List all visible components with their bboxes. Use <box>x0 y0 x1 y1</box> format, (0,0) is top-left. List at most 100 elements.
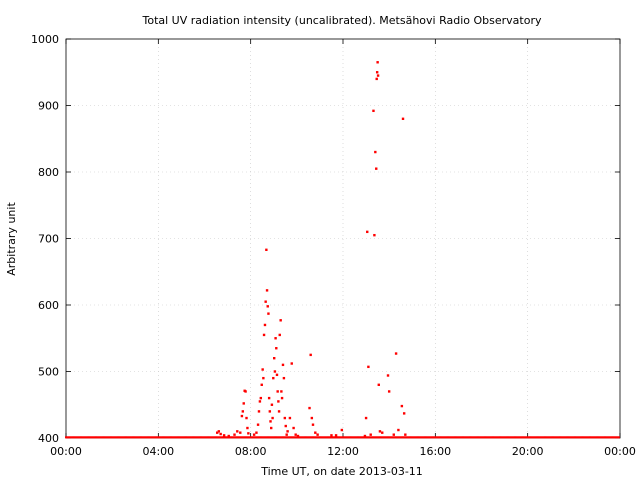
baseline-point <box>158 436 161 439</box>
data-point <box>402 412 406 415</box>
baseline-point <box>584 436 587 439</box>
data-point <box>239 431 242 434</box>
baseline-point <box>242 436 245 439</box>
baseline-point <box>505 436 508 439</box>
baseline-point <box>188 436 191 439</box>
y-axis-ticks: 400 500 600 700 800 900 1000 <box>31 33 620 445</box>
baseline-point <box>610 436 613 439</box>
baseline-point <box>419 436 422 439</box>
baseline-point <box>83 436 86 439</box>
baseline-point <box>91 436 94 439</box>
baseline-point <box>309 436 312 439</box>
baseline-point <box>313 436 316 439</box>
data-point <box>276 390 279 393</box>
baseline-point <box>500 436 503 439</box>
baseline-point <box>271 436 274 439</box>
chart-title: Total UV radiation intensity (uncalibrat… <box>142 14 542 27</box>
baseline-point <box>548 436 551 439</box>
baseline-point <box>470 436 473 439</box>
baseline-point <box>406 436 409 439</box>
baseline-point <box>260 436 263 439</box>
baseline-point <box>197 436 200 439</box>
baseline-point <box>358 436 361 439</box>
baseline-point <box>286 436 289 439</box>
data-point <box>227 434 230 438</box>
baseline-point <box>513 436 516 439</box>
baseline-point <box>254 436 257 439</box>
baseline-point <box>348 436 351 439</box>
baseline-point <box>269 436 272 439</box>
baseline-point <box>90 436 93 439</box>
baseline-point <box>502 436 505 439</box>
baseline-point <box>483 436 486 439</box>
baseline-point <box>554 436 557 439</box>
data-point <box>394 352 398 355</box>
data-point <box>273 370 277 373</box>
baseline-point <box>300 436 303 439</box>
baseline-point <box>408 436 411 439</box>
baseline-point <box>251 436 254 439</box>
baseline-point <box>78 436 81 439</box>
baseline-point <box>354 436 357 439</box>
baseline-point <box>433 436 436 439</box>
baseline-point <box>540 436 543 439</box>
data-point <box>275 347 278 350</box>
baseline-point <box>141 436 144 439</box>
baseline-point <box>435 436 438 439</box>
baseline-point <box>151 436 154 439</box>
baseline-point <box>410 436 413 439</box>
baseline-point <box>66 436 69 439</box>
baseline-point <box>407 436 410 439</box>
baseline-point <box>268 436 271 439</box>
data-point <box>261 368 264 371</box>
data-point <box>267 312 270 315</box>
baseline-point <box>292 436 295 439</box>
baseline-point <box>75 436 78 439</box>
baseline-point <box>118 436 121 439</box>
baseline-point <box>507 436 510 439</box>
baseline-point <box>351 436 354 439</box>
data-point <box>266 305 269 308</box>
data-point <box>376 74 380 77</box>
baseline-point <box>120 436 123 439</box>
baseline-point <box>101 436 104 439</box>
data-point <box>241 410 245 413</box>
baseline-point <box>105 436 108 439</box>
baseline-point <box>405 436 408 439</box>
baseline-point <box>129 436 132 439</box>
data-point <box>392 433 395 436</box>
baseline-point <box>545 436 548 439</box>
data-point <box>264 300 267 303</box>
baseline-point <box>382 436 385 439</box>
baseline-point <box>111 436 114 439</box>
baseline-point <box>74 436 77 439</box>
baseline-point <box>366 436 369 439</box>
baseline-point <box>320 436 323 439</box>
baseline-point <box>77 436 80 439</box>
baseline-point <box>258 436 261 439</box>
baseline-point <box>541 436 544 439</box>
baseline-point <box>542 436 545 439</box>
baseline-point <box>597 436 600 439</box>
baseline-point <box>221 436 224 439</box>
baseline-point <box>546 436 549 439</box>
baseline-point <box>190 436 193 439</box>
baseline-point <box>452 436 455 439</box>
baseline-point <box>323 436 326 439</box>
data-point <box>290 362 293 365</box>
baseline-point <box>613 436 616 439</box>
data-point <box>233 433 236 436</box>
data-point <box>286 430 289 433</box>
baseline-point <box>459 436 462 439</box>
data-point <box>296 434 300 438</box>
baseline-point <box>522 436 525 439</box>
baseline-point <box>357 436 360 439</box>
data-point <box>381 431 384 434</box>
baseline-point <box>497 436 500 439</box>
baseline-point <box>447 436 450 439</box>
baseline-point <box>333 436 336 439</box>
baseline-point <box>232 436 235 439</box>
baseline-point <box>127 436 130 439</box>
baseline-point <box>482 436 485 439</box>
baseline-point <box>531 436 534 439</box>
